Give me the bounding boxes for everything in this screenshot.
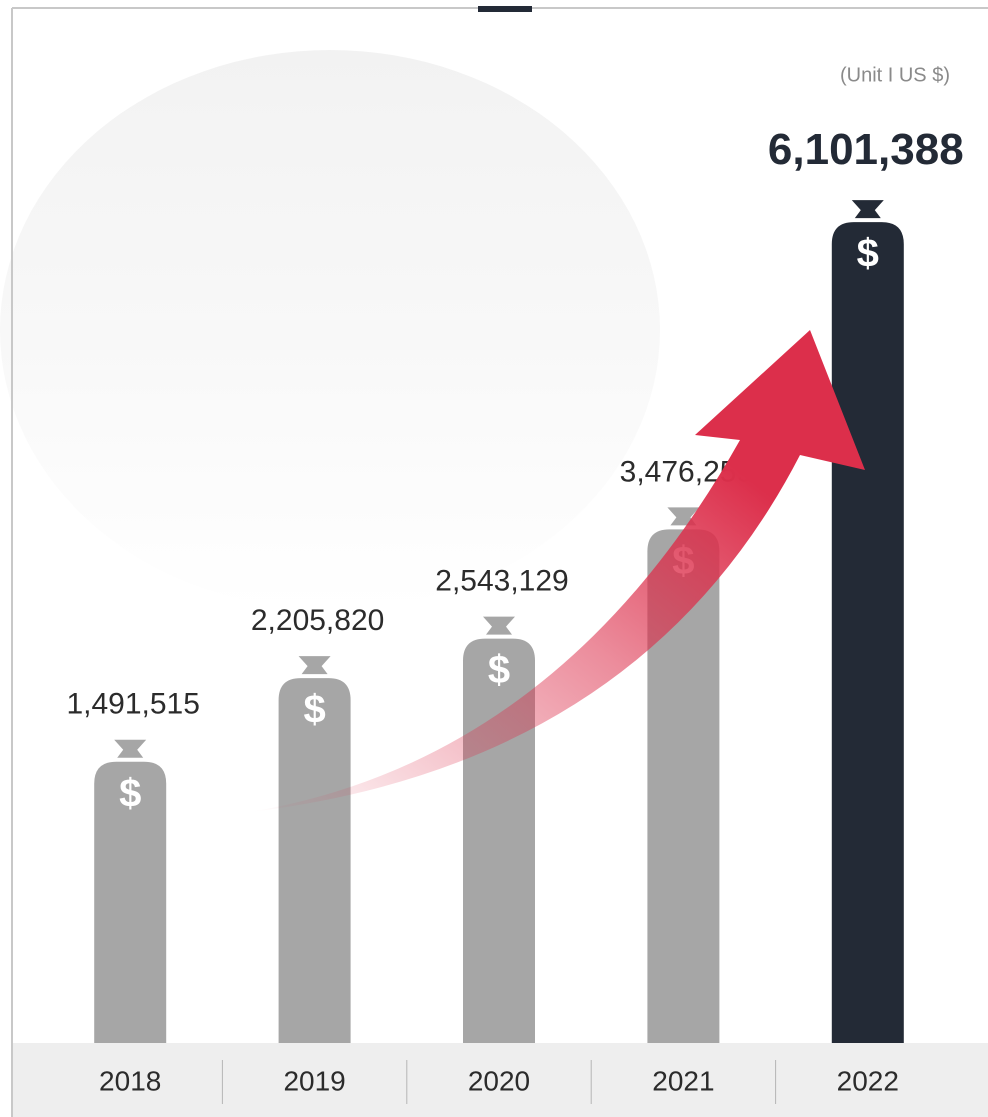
money-bag-bar: $ bbox=[278, 656, 351, 1043]
money-bag-bar: $ bbox=[463, 616, 535, 1043]
value-label: 2,543,129 bbox=[435, 565, 568, 598]
footer-band bbox=[13, 1043, 988, 1117]
top-tab bbox=[478, 6, 532, 12]
bag-icon: $ bbox=[488, 648, 510, 692]
money-bag-bar: $ bbox=[94, 739, 167, 1043]
bar bbox=[278, 678, 351, 1043]
money-bag-bar: $ bbox=[831, 200, 904, 1043]
growth-arrow bbox=[250, 330, 865, 812]
value-label: 1,491,515 bbox=[66, 688, 199, 721]
x-tick-label: 2020 bbox=[468, 1065, 530, 1096]
bag-neck bbox=[851, 200, 884, 219]
unit-label: (Unit I US $) bbox=[840, 64, 950, 86]
bag-icon: $ bbox=[857, 232, 879, 276]
bag-neck bbox=[298, 656, 331, 675]
bag-icon: $ bbox=[119, 771, 141, 815]
x-tick-label: 2019 bbox=[283, 1065, 345, 1096]
value-label: 2,205,820 bbox=[251, 604, 384, 637]
bar bbox=[647, 529, 720, 1043]
x-tick-label: 2022 bbox=[837, 1065, 899, 1096]
bar bbox=[94, 761, 167, 1043]
bag-icon: $ bbox=[303, 688, 325, 732]
x-tick-label: 2021 bbox=[652, 1065, 714, 1096]
background-image bbox=[0, 50, 660, 610]
value-label: 6,101,388 bbox=[768, 125, 964, 174]
bag-neck bbox=[483, 616, 515, 635]
bag-neck bbox=[114, 739, 147, 758]
bar bbox=[831, 222, 904, 1043]
x-tick-label: 2018 bbox=[99, 1065, 161, 1096]
x-axis: 2018 2019 2020 2021 2022 bbox=[99, 1060, 899, 1104]
